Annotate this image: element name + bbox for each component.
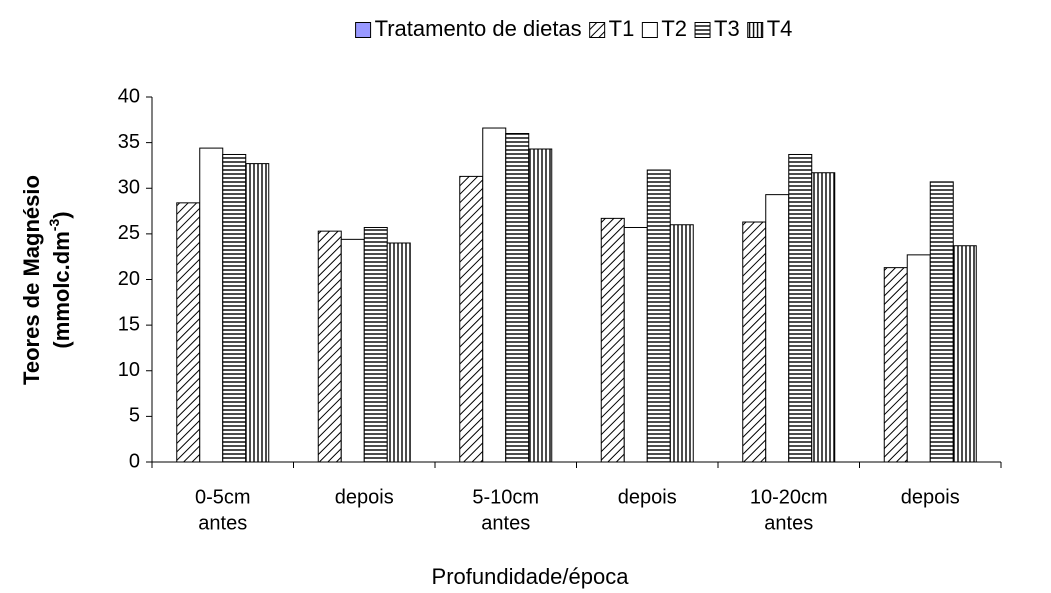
y-axis-title-line: Teores de Magnésio <box>19 175 44 385</box>
bar <box>199 147 224 463</box>
legend-label: Tratamento de dietas <box>375 16 582 41</box>
legend-label: T3 <box>714 16 740 41</box>
legend-swatch <box>355 22 372 38</box>
y-axis-title-sup: -3 <box>46 219 62 232</box>
x-tick-label: depois <box>901 486 960 508</box>
x-tick-label: antes <box>481 512 530 534</box>
x-tick-label: 0-5cm <box>195 486 251 508</box>
x-tick-label: depois <box>335 486 394 508</box>
legend-swatch <box>747 22 764 38</box>
y-tick-label: 25 <box>118 222 140 244</box>
y-tick-label: 35 <box>118 131 140 153</box>
bar <box>505 133 530 463</box>
y-tick-label: 20 <box>118 268 140 290</box>
legend-label: T4 <box>767 16 793 41</box>
x-tick-label: antes <box>764 512 813 534</box>
legend-swatch <box>641 22 658 38</box>
y-tick-label: 0 <box>129 450 140 472</box>
bar <box>669 224 694 463</box>
legend-swatch <box>694 22 711 38</box>
bar <box>176 202 201 463</box>
bar <box>788 153 813 463</box>
bar <box>811 172 836 463</box>
bar <box>482 127 507 463</box>
bar <box>222 153 247 463</box>
x-tick-label: antes <box>198 512 247 534</box>
y-axis-title-line: (mmolc.dm-3) <box>46 211 74 348</box>
y-tick-label: 30 <box>118 177 140 199</box>
legend-label: T2 <box>661 16 687 41</box>
legend: Tratamento de dietas T1 T2 T3 T4 <box>355 16 793 41</box>
x-axis-title: Profundidade/época <box>432 564 630 589</box>
x-tick-label: 10-20cm <box>750 486 828 508</box>
y-tick-label: 10 <box>118 359 140 381</box>
bar <box>646 169 671 463</box>
bar <box>906 254 931 463</box>
y-axis-title: Teores de Magnésio (mmolc.dm-3) <box>19 175 74 385</box>
bar <box>883 267 908 463</box>
bar <box>623 226 648 463</box>
bar <box>386 242 411 463</box>
bar <box>459 175 484 463</box>
bar <box>363 226 388 463</box>
y-axis-title-part: (mmolc.dm <box>49 231 74 348</box>
bar <box>340 238 365 463</box>
legend-label: T1 <box>609 16 635 41</box>
y-tick-label: 5 <box>129 405 140 427</box>
bar <box>528 148 553 463</box>
bar <box>742 221 767 463</box>
legend-swatch <box>589 22 606 38</box>
bar <box>245 163 270 463</box>
bar <box>952 245 977 463</box>
bar <box>600 217 625 463</box>
y-tick-label: 40 <box>118 85 140 107</box>
y-tick-label: 15 <box>118 313 140 335</box>
bar <box>929 181 954 463</box>
y-axis-title-part: ) <box>49 211 74 218</box>
x-tick-label: 5-10cm <box>472 486 539 508</box>
bar <box>317 230 342 463</box>
bar <box>765 194 790 463</box>
x-tick-label: depois <box>618 486 677 508</box>
